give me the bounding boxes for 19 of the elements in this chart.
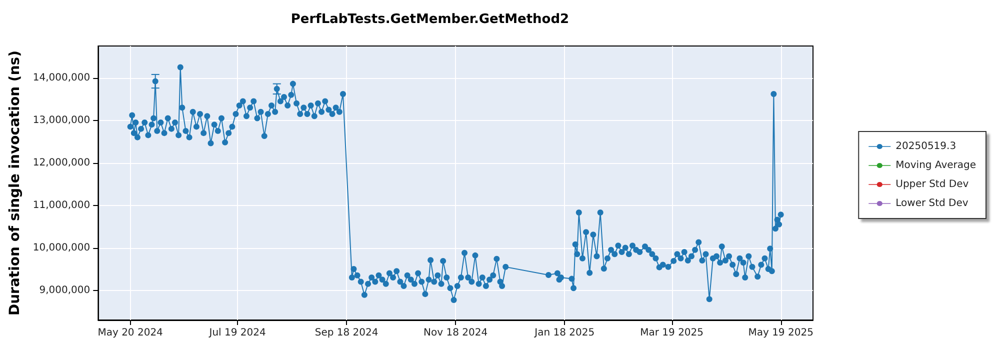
x-tick-label: Jul 19 2024	[208, 328, 266, 338]
legend-label: Upper Std Dev	[896, 179, 969, 190]
x-tick-label: Sep 18 2024	[314, 328, 378, 338]
x-tick-label: May 20 2024	[98, 328, 163, 338]
x-tick-label: Jan 18 2025	[534, 328, 595, 338]
y-tick-label: 14,000,000	[32, 72, 90, 84]
y-tick-label: 12,000,000	[32, 157, 90, 168]
legend-label: Lower Std Dev	[896, 198, 968, 209]
x-tick-label: Mar 19 2025	[640, 328, 704, 338]
chart-title: PerfLabTests.GetMember.GetMethod2	[290, 12, 570, 27]
y-tick-label: 13,000,000	[32, 114, 90, 126]
y-tick-label: 9,000,000	[39, 284, 90, 296]
x-tick-label: May 19 2025	[748, 328, 814, 338]
x-tick-label: Nov 18 2024	[424, 328, 488, 338]
y-axis-title: Duration of single invocation (ns)	[7, 50, 23, 316]
legend-label: 20250519.3	[896, 141, 956, 152]
y-tick-label: 11,000,000	[32, 200, 90, 211]
y-tick-label: 10,000,000	[32, 242, 90, 254]
legend-label: Moving Average	[896, 160, 976, 171]
